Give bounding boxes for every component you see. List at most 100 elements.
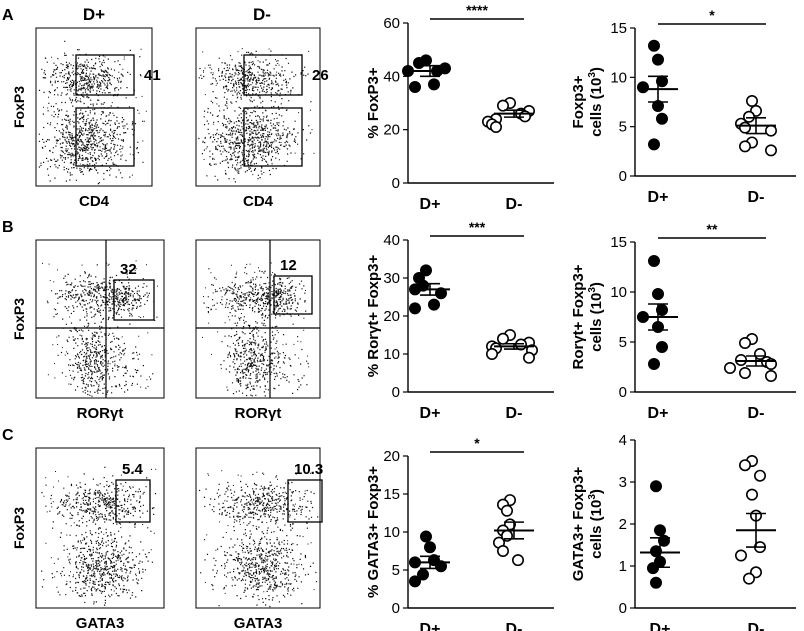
x-category-label: D+	[420, 405, 441, 422]
x-category-label: D-	[748, 405, 765, 422]
flow-y-axis-label: FoxP3	[11, 86, 27, 128]
y-tick-label: 10	[610, 69, 627, 86]
gate-percentage: 26	[312, 67, 329, 84]
data-point	[753, 469, 766, 482]
y-tick-label: 10	[383, 346, 400, 363]
y-tick-label: 40	[383, 232, 400, 249]
gate-percentage: 10.3	[294, 461, 323, 478]
flow-events	[41, 466, 157, 606]
y-tick-label: 4	[619, 432, 627, 449]
gate	[273, 275, 313, 315]
data-point	[496, 544, 509, 557]
y-tick-label: 0	[392, 600, 400, 617]
flow-plot-b2: 12 RORγt	[195, 239, 321, 422]
y-tick-label: 0	[619, 600, 627, 617]
y-tick-label: 30	[383, 270, 400, 287]
data-point	[745, 488, 758, 501]
dot-plot-c-count: 0 1 2 3 4 D+ D- GATA3+ Foxp3+ cells (103)	[570, 432, 796, 631]
significance-stars: *	[474, 435, 480, 451]
flow-plots: 41 CD4 FoxP3 26 CD4 32 RORγt FoxP3 12 RORγt 5.4 GAT…	[11, 27, 329, 631]
dot-plot-b-count: 0 5 10 15 D+ D- Rorγt+ Foxp3+ cells (103) **	[570, 221, 796, 422]
dot-plot-a-count: 0 5 10 15 D+ D- Foxp3+ cells (103) *	[570, 7, 796, 206]
flow-plot-a1: 41 CD4 FoxP3	[11, 27, 161, 210]
y-tick-label: 0	[392, 384, 400, 401]
data-point	[496, 99, 509, 112]
y-tick-label: 1	[619, 558, 627, 575]
data-point	[723, 361, 736, 374]
y-tick-label: 10	[383, 524, 400, 541]
x-category-label: D+	[648, 189, 669, 206]
flow-plot-c1: 5.4 GATA3 FoxP3	[11, 447, 165, 631]
y-tick-label: 2	[619, 516, 627, 533]
data-point	[742, 110, 755, 123]
flow-x-axis-label: GATA3	[76, 615, 125, 631]
gate	[287, 479, 323, 523]
flow-events	[198, 48, 315, 183]
data-point	[738, 121, 751, 134]
significance-stars: ****	[466, 2, 488, 18]
data-point	[636, 81, 649, 94]
x-category-label: D-	[506, 405, 523, 422]
x-category-label: D+	[648, 405, 669, 422]
data-point	[511, 554, 524, 567]
y-tick-label: 20	[383, 448, 400, 465]
data-point	[647, 39, 660, 52]
y-axis-label: Foxp3+	[570, 75, 587, 128]
dot-plot-b-pct: 0 10 20 30 40 D+ D- % Rorγt+ Foxp3+ ***	[365, 219, 554, 422]
x-category-label: D+	[650, 621, 671, 631]
data-point	[649, 480, 662, 493]
y-tick-label: 5	[392, 562, 400, 579]
data-point	[408, 302, 421, 315]
data-point	[423, 541, 436, 554]
gate-percentage: 12	[280, 257, 297, 274]
x-category-label: D-	[748, 621, 765, 631]
gate	[75, 107, 135, 167]
y-tick-label: 15	[610, 20, 627, 37]
y-tick-label: 20	[383, 308, 400, 325]
y-tick-label: 5	[619, 334, 627, 351]
flow-y-axis-label: FoxP3	[11, 507, 27, 549]
gate	[243, 107, 303, 167]
flow-title-d-plus: D+	[83, 5, 105, 24]
y-tick-label: 15	[610, 234, 627, 251]
flow-x-axis-label: CD4	[79, 193, 110, 210]
gate	[75, 54, 135, 96]
y-tick-label: 0	[619, 384, 627, 401]
data-point	[419, 530, 432, 543]
gate	[115, 479, 151, 523]
flow-y-axis-label: FoxP3	[11, 298, 27, 340]
y-axis-label: % GATA3+ Foxp3+	[365, 466, 382, 598]
flow-plot-frame	[195, 447, 321, 609]
significance-stars: *	[709, 7, 715, 23]
flow-plot-b1: 32 RORγt FoxP3	[11, 239, 165, 422]
dot-plot-c-pct: 0 5 10 15 20 D+ D- % GATA3+ Foxp3+ *	[365, 435, 554, 631]
flow-events	[38, 40, 147, 185]
flow-title-d-minus: D-	[253, 5, 271, 24]
x-category-label: D+	[420, 196, 441, 213]
gate	[243, 54, 303, 96]
panel-letter-a: A	[2, 7, 14, 24]
panel-letter-c: C	[2, 427, 14, 444]
data-point	[649, 545, 662, 558]
data-point	[655, 112, 668, 125]
gate-percentage: 5.4	[122, 461, 144, 478]
data-point	[764, 144, 777, 157]
flow-events	[202, 262, 310, 397]
data-point	[427, 78, 440, 91]
flow-plot-a2: 26 CD4	[195, 27, 329, 210]
y-tick-label: 0	[619, 168, 627, 185]
significance-stars: **	[707, 221, 718, 237]
data-point	[427, 298, 440, 311]
data-point	[651, 53, 664, 66]
y-axis-label-units: cells (103)	[587, 282, 605, 352]
data-point	[764, 124, 777, 137]
flow-x-axis-label: RORγt	[77, 405, 124, 422]
data-point	[738, 336, 751, 349]
y-axis-label: GATA3+ Foxp3+	[570, 467, 587, 582]
flow-events	[42, 260, 159, 397]
y-axis-label: % FoxP3+	[365, 67, 382, 139]
y-tick-label: 3	[619, 474, 627, 491]
y-tick-label: 40	[383, 68, 400, 85]
